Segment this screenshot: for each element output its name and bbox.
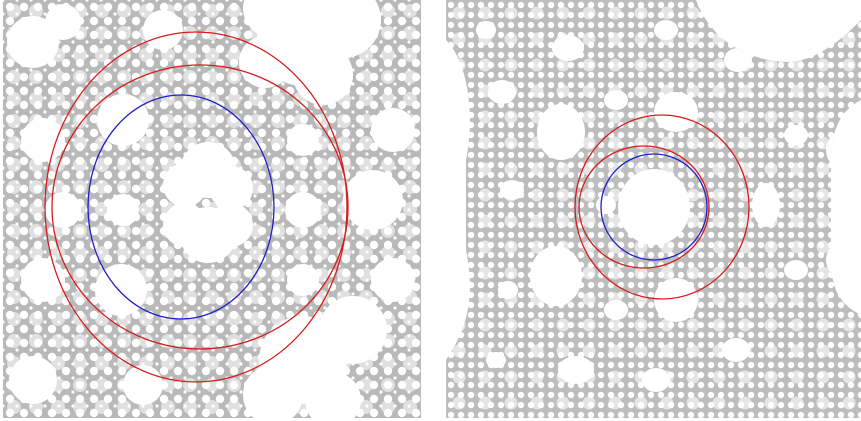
left-blue-circle <box>87 94 275 320</box>
right-panel <box>446 0 861 418</box>
right-limit-set <box>446 0 861 418</box>
right-red-circle-outer <box>574 114 750 300</box>
right-panel-svg <box>446 0 861 418</box>
left-red-circle-outer <box>44 31 348 383</box>
right-red-circle-inner <box>578 145 710 269</box>
left-panel <box>3 0 421 418</box>
left-white-regions <box>7 0 415 418</box>
right-blue-circle <box>600 153 708 261</box>
left-panel-svg <box>3 0 421 418</box>
left-red-circle-inner <box>51 64 349 350</box>
